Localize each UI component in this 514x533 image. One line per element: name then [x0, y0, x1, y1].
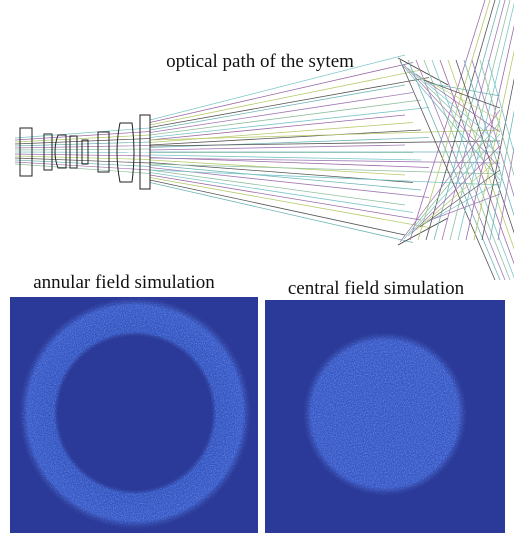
field-texture: [303, 332, 467, 496]
ray: [404, 65, 500, 168]
lens: [140, 115, 150, 189]
ray: [150, 78, 429, 128]
ray: [150, 180, 405, 235]
ray: [150, 173, 413, 213]
ray: [150, 158, 500, 163]
ray: [434, 0, 500, 240]
panel-label: annular field simulation: [33, 272, 215, 293]
panel: central field simulation: [265, 278, 505, 533]
ray: [416, 158, 500, 230]
panel-label: central field simulation: [288, 278, 465, 299]
field-texture: [19, 297, 251, 529]
panel: annular field simulation: [10, 272, 258, 533]
ray: [400, 110, 500, 242]
ray: [428, 194, 500, 221]
ray: [150, 85, 405, 130]
ray: [150, 165, 421, 190]
diagram-title: optical path of the sytem: [166, 51, 354, 72]
ray-diagram: [15, 0, 514, 280]
ray: [432, 60, 514, 280]
figure: optical path of the sytem annular field …: [0, 0, 514, 533]
